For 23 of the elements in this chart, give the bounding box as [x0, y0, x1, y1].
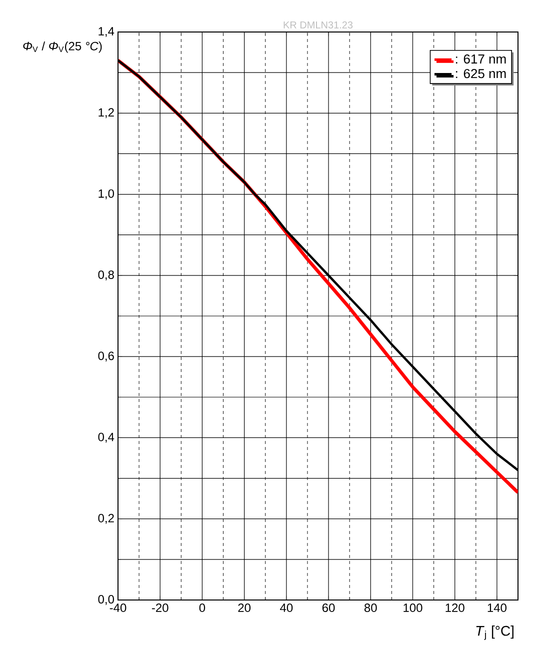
x-tick-label: 120: [446, 604, 464, 612]
x-tick-label: -20: [152, 604, 168, 612]
y-axis-title: Φ$_{V}$ / Φ$_{V}$(25 °C): [23, 42, 102, 53]
x-tick-label: 0: [199, 604, 206, 612]
y-tick-label: 0,6: [98, 352, 114, 362]
x-tick-label: 100: [404, 604, 422, 612]
y-tick-label: 0,2: [98, 514, 114, 524]
x-tick-label: 40: [280, 604, 293, 612]
y-tick-label: 1,4: [98, 27, 114, 37]
x-tick-label: -40: [110, 604, 126, 612]
y-tick-label: 1,0: [98, 189, 114, 200]
text: KR DMLN31.23: [284, 21, 353, 28]
x-tick-label: 80: [364, 604, 377, 612]
legend-label: : 617 nm: [456, 54, 506, 64]
x-tick-label: 60: [322, 604, 335, 612]
x-axis-title: T$_{j}$ [°C]: [476, 626, 514, 640]
y-tick-label: 0,4: [98, 432, 114, 443]
y-tick-label: 0,8: [98, 270, 114, 280]
y-tick-label: 1,2: [98, 108, 114, 118]
x-tick-label: 20: [238, 604, 251, 612]
y-tick-label: 0,0: [98, 595, 114, 605]
legend-label: : 625 nm: [456, 68, 506, 78]
x-tick-label: 140: [488, 604, 506, 612]
